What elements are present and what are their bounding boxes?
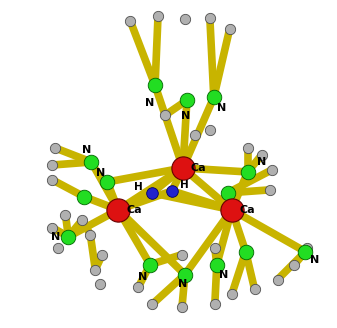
Text: N: N [257, 157, 266, 167]
Point [211, 95, 216, 100]
Point [56, 245, 61, 250]
Text: N: N [178, 279, 188, 290]
Point [162, 113, 168, 118]
Point [100, 252, 105, 257]
Point [89, 159, 94, 165]
Point [127, 18, 133, 23]
Text: Ca: Ca [126, 205, 142, 215]
Point [184, 98, 190, 103]
Point [88, 232, 93, 237]
Point [80, 217, 85, 222]
Point [212, 245, 217, 250]
Point [50, 177, 55, 183]
Point [243, 249, 248, 254]
Point [227, 26, 233, 31]
Point [207, 15, 213, 20]
Text: H: H [180, 180, 189, 190]
Text: Ca: Ca [191, 163, 207, 173]
Point [182, 272, 188, 277]
Point [66, 234, 71, 239]
Text: N: N [219, 270, 228, 279]
Point [50, 225, 55, 230]
Text: N: N [181, 111, 190, 121]
Text: N: N [96, 168, 105, 178]
Text: Ca: Ca [240, 205, 255, 215]
Text: N: N [82, 145, 91, 155]
Point [155, 13, 161, 18]
Point [229, 207, 235, 213]
Point [53, 145, 58, 151]
Point [303, 249, 308, 254]
Point [192, 133, 197, 138]
Text: N: N [51, 232, 60, 242]
Point [182, 16, 188, 21]
Point [93, 267, 98, 272]
Point [82, 194, 87, 199]
Point [98, 282, 103, 287]
Point [149, 190, 155, 195]
Point [116, 207, 121, 213]
Point [214, 262, 219, 267]
Point [245, 145, 250, 151]
Text: N: N [217, 103, 226, 113]
Point [207, 128, 213, 133]
Point [275, 277, 280, 282]
Point [292, 262, 297, 267]
Point [50, 162, 55, 168]
Point [147, 262, 153, 267]
Point [267, 187, 272, 193]
Point [179, 305, 185, 310]
Text: H: H [134, 182, 143, 192]
Point [169, 188, 175, 194]
Point [305, 245, 310, 250]
Point [152, 83, 158, 88]
Point [225, 190, 231, 195]
Text: N: N [146, 98, 155, 108]
Point [259, 153, 264, 158]
Point [212, 302, 217, 307]
Point [149, 302, 155, 307]
Point [63, 212, 68, 217]
Text: N: N [310, 255, 319, 265]
Point [245, 169, 250, 174]
Point [104, 179, 110, 185]
Point [229, 292, 235, 297]
Point [135, 285, 141, 290]
Point [252, 287, 257, 292]
Point [180, 165, 186, 171]
Point [269, 167, 274, 173]
Text: N: N [139, 272, 148, 281]
Point [179, 252, 185, 257]
